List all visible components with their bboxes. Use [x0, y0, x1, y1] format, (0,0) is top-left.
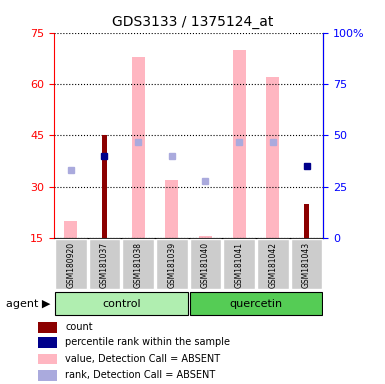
Text: GSM181042: GSM181042 [268, 242, 277, 288]
Text: agent ▶: agent ▶ [6, 299, 50, 309]
Bar [190, 292, 322, 316]
Text: GSM181039: GSM181039 [167, 242, 176, 288]
Text: GSM181040: GSM181040 [201, 242, 210, 288]
Bar [38, 370, 57, 381]
Text: percentile rank within the sample: percentile rank within the sample [65, 338, 231, 348]
Bar [199, 237, 212, 238]
Text: GSM181037: GSM181037 [100, 242, 109, 288]
Text: value, Detection Call = ABSENT: value, Detection Call = ABSENT [65, 354, 221, 364]
Bar [305, 204, 309, 238]
Text: GDS3133 / 1375124_at: GDS3133 / 1375124_at [112, 15, 273, 29]
Bar [38, 337, 57, 348]
Bar [156, 238, 187, 290]
Bar [55, 292, 187, 316]
Bar [291, 238, 322, 290]
Bar [223, 238, 255, 290]
Text: control: control [102, 299, 141, 309]
Text: GSM181041: GSM181041 [235, 242, 244, 288]
Bar [190, 238, 221, 290]
Text: rank, Detection Call = ABSENT: rank, Detection Call = ABSENT [65, 371, 216, 381]
Text: GSM181038: GSM181038 [134, 242, 142, 288]
Text: GSM181043: GSM181043 [302, 242, 311, 288]
Bar [64, 221, 77, 238]
Bar [38, 322, 57, 333]
Text: quercetin: quercetin [229, 299, 283, 309]
Bar [102, 136, 107, 238]
Text: count: count [65, 322, 93, 332]
Bar [122, 238, 154, 290]
Bar [132, 56, 144, 238]
Bar [38, 354, 57, 364]
Bar [89, 238, 120, 290]
Bar [55, 238, 87, 290]
Bar [257, 238, 289, 290]
Bar [166, 180, 178, 238]
Bar [266, 77, 279, 238]
Text: GSM180920: GSM180920 [66, 242, 75, 288]
Bar [233, 50, 246, 238]
